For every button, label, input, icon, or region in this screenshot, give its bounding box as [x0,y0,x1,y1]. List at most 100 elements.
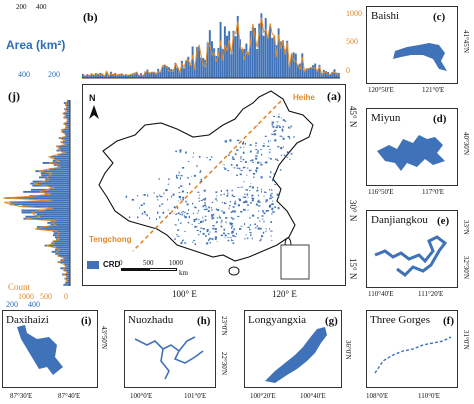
reservoir-marker [131,198,134,201]
reservoir-marker [158,177,160,180]
lon-tick-120: 120° E [272,289,297,299]
reservoir-marker [211,156,213,158]
top-hist-bar [292,52,295,78]
reservoir-marker [260,238,262,241]
inset-d-lon-2: 117°0'E [422,188,445,196]
top-hist-bar [118,73,121,78]
reservoir-marker [257,217,260,219]
reservoir-marker [143,194,146,196]
reservoir-marker [205,235,207,237]
reservoir-marker [179,213,181,216]
reservoir-marker [167,183,169,185]
side-hist-bar [64,281,70,284]
reservoir-marker [276,121,279,123]
reservoir-marker [234,200,236,203]
reservoir-marker [182,167,185,169]
reservoir-marker [249,160,252,162]
reservoir-marker [280,147,283,150]
reservoir-marker [231,211,233,213]
top-hist-bar [127,75,130,78]
reservoir-marker [231,225,234,227]
reservoir-marker [232,234,235,237]
side-hist-bar [55,252,70,255]
side-hist-bar [38,176,70,179]
inset-d-title: Miyun [371,112,401,124]
reservoir-marker [255,142,257,144]
reservoir-marker [288,126,289,129]
reservoir-markers [125,113,295,246]
top-hist-bar [271,37,274,78]
reservoir-marker [265,161,268,164]
reservoir-marker [265,230,267,233]
count-label: Count [8,282,31,292]
reservoir-marker [274,139,277,142]
top-hist-bar [215,55,218,78]
reservoir-marker [225,221,227,224]
reservoir-marker [193,174,196,177]
top-hist-bar [254,27,256,79]
reservoir-marker [197,191,200,193]
reservoir-marker [227,170,230,172]
reservoir-marker [215,208,217,211]
reservoir-marker [226,217,228,219]
top-hist-bar [288,64,291,78]
reservoir-marker [200,220,203,224]
reservoir-marker [212,225,215,227]
reservoir-marker [257,200,259,203]
top-hist-bar [159,72,162,78]
side-hist-bar [37,228,70,230]
inset-f-lat: 31°0'N [462,330,470,350]
reservoir-marker [275,126,278,129]
reservoir-marker [125,195,128,198]
side-hist-bar [64,133,70,135]
inset-e-label: (e) [437,215,450,227]
reservoir-marker [256,170,257,173]
reservoir-marker [214,236,217,238]
inset-c-lat: 41°45'N [462,30,470,54]
top-hist-bar [245,43,248,78]
inset-d-lon-1: 116°50'E [368,188,394,196]
top-hist-bar [129,74,132,78]
reservoir-marker [263,220,265,223]
top-hist-bar [114,72,117,78]
top-hist-bar [142,75,145,78]
reservoir-marker [262,209,264,212]
inset-h-lat-1: 23°0'N [220,316,228,336]
reservoir-marker [257,149,259,152]
reservoir-marker [205,220,207,221]
side-hist-bar [52,240,70,243]
reservoir-marker [229,237,232,239]
top-hist-bar [234,36,237,78]
reservoir-marker [256,125,258,127]
side-hist-bar [47,207,70,210]
reservoir-marker [159,194,161,197]
reservoir-marker [185,200,187,203]
reservoir-marker [234,153,237,156]
side-hist-bar [63,283,70,286]
top-hist-bar [243,48,246,78]
reservoir-marker [274,129,277,131]
top-hist-bar [86,74,89,78]
reservoir-marker [204,202,206,204]
side-hist-bar [44,244,70,247]
lat-tick-45: 45° N [348,106,358,128]
reservoir-marker [276,193,279,196]
reservoir-marker [270,230,273,232]
reservoir-marker [252,198,254,200]
area-left-tick-400: 400 [18,70,30,79]
reservoir-marker [244,193,246,195]
top-hist-bar [226,35,228,78]
reservoir-marker [246,204,249,206]
reservoir-marker [272,179,274,182]
reservoir-marker [258,210,260,212]
top-hist-bar [94,73,97,78]
side-count-tick-1000: 1000 [18,292,34,301]
top-hist-count-line [82,17,340,78]
reservoir-marker [231,239,234,241]
inset-c-title: Baishi [371,10,400,22]
reservoir-marker [268,206,271,208]
reservoir-marker [143,211,146,213]
reservoir-marker [244,161,247,163]
inset-i-label: (i) [81,315,92,327]
reservoir-marker [252,161,254,163]
